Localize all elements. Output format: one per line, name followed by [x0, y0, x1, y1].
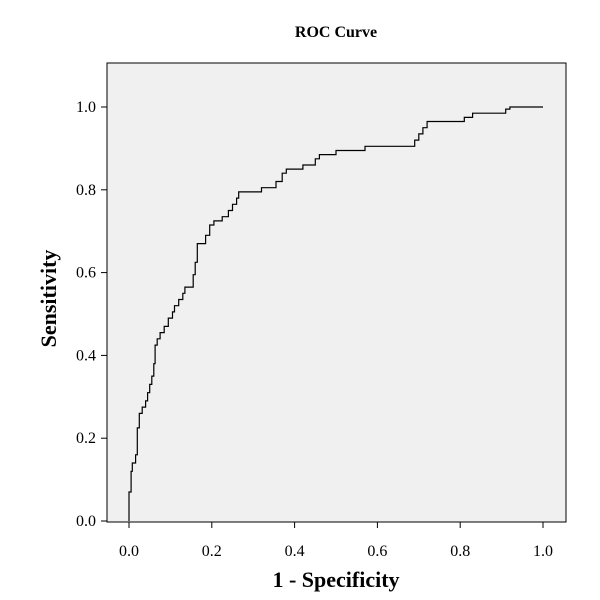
x-tick-label: 0.0 [119, 543, 139, 560]
y-tick-label: 0.8 [76, 182, 96, 199]
x-tick-label: 0.2 [202, 543, 222, 560]
y-tick-label: 0.6 [76, 265, 96, 282]
chart-title: ROC Curve [295, 24, 377, 41]
x-tick-label: 0.6 [367, 543, 387, 560]
x-tick-label: 0.8 [450, 543, 470, 560]
y-tick-label: 1.0 [76, 99, 96, 116]
y-tick-label: 0.4 [76, 347, 96, 364]
plot-area [107, 63, 566, 522]
y-tick-label: 0.0 [76, 513, 96, 530]
roc-curve-line [128, 106, 543, 521]
y-tick-label: 0.2 [76, 430, 96, 447]
x-tick-label: 0.4 [285, 543, 305, 560]
x-tick-label: 1.0 [533, 543, 553, 560]
y-axis-label: Sensitivity [36, 250, 61, 348]
plot-frame [106, 62, 567, 523]
x-axis-label: 1 - Specificity [272, 567, 399, 592]
